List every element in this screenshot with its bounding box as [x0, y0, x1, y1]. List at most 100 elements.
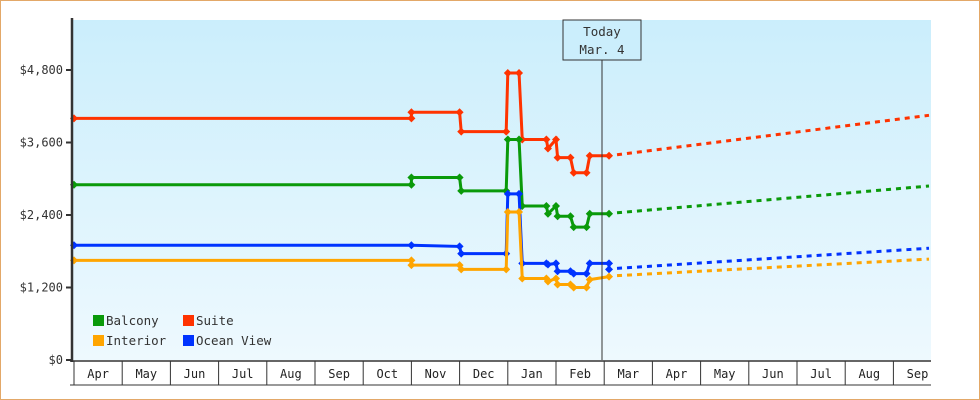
month-label: Jun	[762, 367, 784, 381]
month-label: Jul	[810, 367, 832, 381]
data-point-marker[interactable]	[552, 135, 560, 144]
y-tick-label: $3,600	[20, 136, 63, 150]
legend-swatch	[183, 315, 194, 326]
y-tick-label: $0	[49, 353, 63, 367]
data-point-marker[interactable]	[552, 201, 560, 210]
data-point-marker[interactable]	[457, 265, 466, 274]
legend-swatch	[93, 315, 104, 326]
data-point-marker[interactable]	[503, 189, 512, 198]
month-label: Nov	[425, 367, 447, 381]
data-point-marker[interactable]	[553, 212, 562, 221]
data-point-marker[interactable]	[518, 274, 527, 283]
data-point-marker[interactable]	[605, 272, 614, 281]
data-point-marker[interactable]	[543, 277, 552, 286]
data-point-marker[interactable]	[455, 242, 464, 251]
forecast-line	[616, 246, 930, 270]
legend-item-balcony[interactable]: Balcony	[93, 313, 159, 328]
legend-label: Ocean View	[196, 333, 272, 348]
month-label: Aug	[858, 367, 880, 381]
month-label: Apr	[666, 367, 688, 381]
axes: $0 $1,200 $2,400 $3,600 $4,800 Apr May Jun Jul Au…	[20, 18, 931, 386]
y-tick-label: $1,200	[20, 281, 63, 295]
data-point-marker[interactable]	[407, 256, 416, 265]
data-point-marker[interactable]	[502, 127, 511, 136]
data-point-marker[interactable]	[457, 127, 466, 136]
month-label: May	[714, 367, 736, 381]
data-point-marker[interactable]	[503, 69, 512, 78]
series-interior	[70, 207, 930, 292]
data-point-marker[interactable]	[569, 283, 578, 292]
forecast-line	[616, 113, 930, 157]
data-point-marker[interactable]	[457, 249, 466, 258]
data-point-marker[interactable]	[407, 180, 416, 189]
month-label: Feb	[569, 367, 591, 381]
data-point-marker[interactable]	[553, 280, 562, 289]
month-label: Jan	[521, 367, 543, 381]
data-point-marker[interactable]	[569, 223, 578, 232]
data-point-marker[interactable]	[582, 223, 591, 232]
today-marker: Today Mar. 4	[562, 19, 642, 360]
data-point-marker[interactable]	[543, 144, 552, 153]
data-point-marker[interactable]	[552, 274, 560, 283]
data-point-marker[interactable]	[455, 108, 464, 117]
data-point-marker[interactable]	[585, 209, 594, 218]
legend-label: Interior	[106, 333, 167, 348]
data-point-marker[interactable]	[515, 135, 524, 144]
today-label-box	[562, 19, 642, 61]
data-point-marker[interactable]	[605, 151, 614, 160]
data-point-marker[interactable]	[566, 212, 575, 221]
data-point-marker[interactable]	[569, 168, 578, 177]
data-point-marker[interactable]	[542, 135, 551, 144]
data-point-marker[interactable]	[543, 260, 552, 269]
data-point-marker[interactable]	[569, 269, 578, 278]
data-point-marker[interactable]	[585, 259, 594, 268]
data-point-marker[interactable]	[407, 108, 416, 117]
month-label: Sep	[907, 367, 929, 381]
month-label: Dec	[473, 367, 495, 381]
data-point-marker[interactable]	[552, 259, 560, 268]
data-point-marker[interactable]	[553, 267, 562, 276]
data-point-marker[interactable]	[407, 114, 416, 123]
data-point-marker[interactable]	[457, 186, 466, 195]
today-label: Today	[583, 24, 621, 39]
data-point-marker[interactable]	[543, 209, 552, 218]
data-point-marker[interactable]	[585, 151, 594, 160]
y-tick-label: $2,400	[20, 208, 63, 222]
series-layer	[70, 69, 930, 292]
data-point-marker[interactable]	[582, 269, 591, 278]
legend-label: Balcony	[106, 313, 159, 328]
legend: Balcony Suite Interior Ocean View	[93, 313, 272, 348]
legend-item-suite[interactable]: Suite	[183, 313, 234, 328]
forecast-line	[616, 184, 930, 215]
month-label: May	[135, 367, 157, 381]
data-point-marker[interactable]	[502, 265, 511, 274]
data-point-marker[interactable]	[605, 259, 614, 268]
legend-item-interior[interactable]: Interior	[93, 333, 167, 348]
month-label: Sep	[328, 367, 350, 381]
legend-swatch	[93, 335, 104, 346]
data-point-marker[interactable]	[407, 241, 416, 250]
legend-item-ocean-view[interactable]: Ocean View	[183, 333, 272, 348]
data-point-marker[interactable]	[582, 283, 591, 292]
data-point-marker[interactable]	[503, 207, 512, 216]
data-point-marker[interactable]	[542, 201, 551, 210]
month-label: Jul	[232, 367, 254, 381]
data-point-marker[interactable]	[455, 173, 464, 182]
data-point-marker[interactable]	[585, 275, 594, 284]
data-point-marker[interactable]	[407, 173, 416, 182]
data-point-marker[interactable]	[582, 168, 591, 177]
legend-label: Suite	[196, 313, 234, 328]
data-point-marker[interactable]	[553, 153, 562, 162]
forecast-line	[616, 257, 930, 278]
data-point-marker[interactable]	[566, 153, 575, 162]
month-label: Aug	[280, 367, 302, 381]
data-point-marker[interactable]	[515, 189, 524, 198]
data-point-marker[interactable]	[407, 261, 416, 270]
legend-swatch	[183, 335, 194, 346]
data-point-marker[interactable]	[503, 135, 512, 144]
data-point-marker[interactable]	[515, 69, 524, 78]
data-point-marker[interactable]	[605, 209, 614, 218]
data-point-marker[interactable]	[515, 207, 524, 216]
data-point-marker[interactable]	[605, 265, 614, 274]
